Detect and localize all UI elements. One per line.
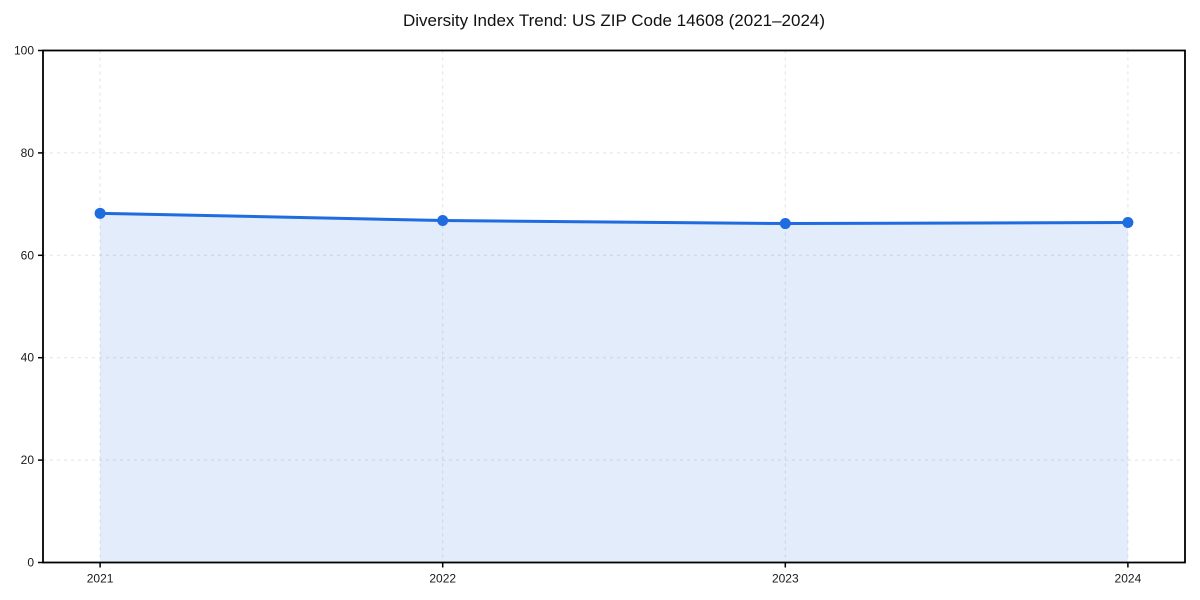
y-tick-label: 20 (21, 453, 35, 467)
y-tick-label: 0 (27, 556, 34, 570)
plot-border (42, 49, 1186, 564)
y-tick-label: 40 (21, 351, 35, 365)
data-point-2023 (779, 218, 791, 230)
y-tick-label: 60 (21, 248, 35, 262)
area-fill (100, 213, 1128, 563)
trend-line (98, 211, 1130, 226)
data-point-2024 (1122, 217, 1134, 229)
data-point-2021 (94, 207, 106, 219)
y-tick-label: 80 (21, 146, 35, 160)
x-tick-label: 2022 (429, 572, 456, 586)
x-tick-label: 2021 (87, 572, 114, 586)
y-tick-label: 100 (14, 44, 34, 58)
x-tick-label: 2024 (1115, 572, 1142, 586)
chart-title: Diversity Index Trend: US ZIP Code 14608… (402, 11, 826, 30)
x-tick-label: 2023 (772, 572, 799, 586)
data-point-2022 (437, 214, 449, 226)
